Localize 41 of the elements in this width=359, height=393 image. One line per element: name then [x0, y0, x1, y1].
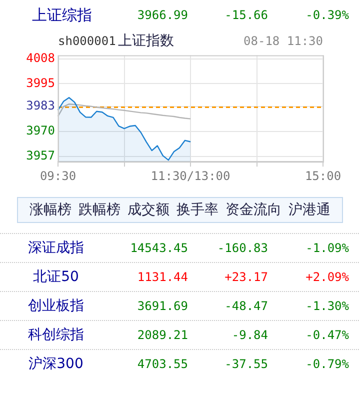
- y-tick-label: 3983: [26, 98, 55, 113]
- text: sh000001: [58, 34, 116, 48]
- text: -0.47%: [306, 328, 349, 342]
- text: 14543.45: [130, 241, 188, 255]
- text: -1.30%: [306, 299, 349, 313]
- text: +23.17: [224, 270, 268, 284]
- text: +2.09%: [306, 270, 349, 284]
- text: 上证指数: [118, 32, 174, 50]
- text: 2089.21: [137, 328, 188, 342]
- y-tick-label: 3970: [26, 124, 55, 138]
- text: 08-18 11:30: [244, 34, 323, 48]
- text: 资金流向: [226, 201, 282, 219]
- y-tick-label: 4008: [26, 50, 55, 65]
- text: 跌幅榜: [78, 201, 120, 219]
- text: 换手率: [176, 201, 218, 219]
- text: -0.79%: [306, 357, 349, 371]
- text: -160.83: [217, 241, 268, 255]
- text: -15.66: [224, 8, 268, 22]
- text: -48.47: [224, 299, 268, 313]
- text: 科创综指: [27, 326, 85, 344]
- text: 北证50: [32, 268, 80, 286]
- y-tick-label: 3957: [26, 148, 55, 162]
- text: 4703.55: [137, 357, 188, 371]
- text: 深证成指: [27, 239, 85, 257]
- text: 创业板指: [27, 297, 85, 315]
- text: 1131.44: [137, 270, 188, 284]
- text: 3966.99: [137, 8, 188, 22]
- x-tick-label: 09:30: [40, 168, 76, 183]
- text: 沪深300: [28, 355, 84, 373]
- text: -37.55: [224, 357, 268, 371]
- text: 成交额: [128, 201, 170, 219]
- text: -1.09%: [306, 241, 349, 255]
- text: 涨幅榜: [30, 201, 72, 219]
- text: 上证综指: [32, 6, 92, 25]
- text: -9.84: [232, 328, 268, 342]
- x-tick-label: 11:30/13:00: [150, 168, 230, 183]
- text: 沪港通: [288, 201, 330, 219]
- text: 3691.69: [137, 299, 188, 313]
- x-tick-label: 15:00: [304, 168, 342, 183]
- text: -0.39%: [306, 8, 349, 22]
- y-tick-label: 3995: [26, 76, 55, 90]
